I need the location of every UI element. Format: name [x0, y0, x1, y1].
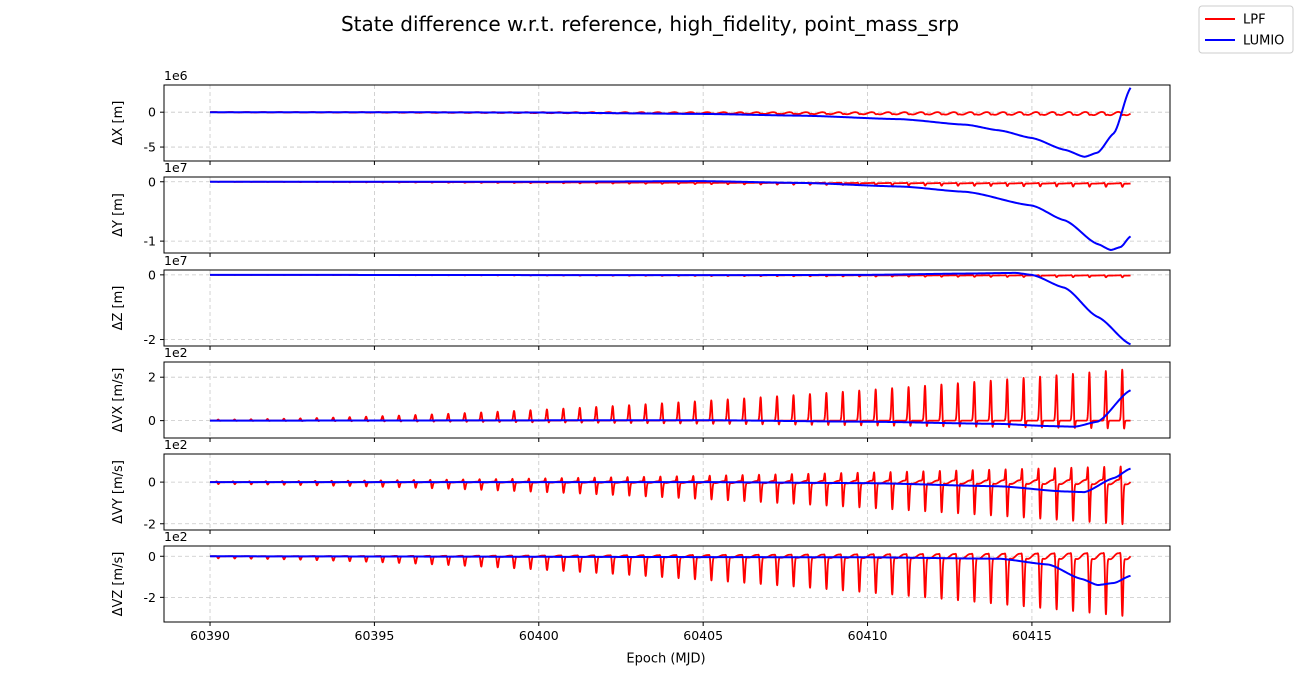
series-line-lumio-dvz	[210, 555, 1131, 586]
y-tick-label: 0	[148, 105, 156, 120]
axes-frame	[163, 269, 1171, 347]
series-line-lumio-dvx	[210, 389, 1132, 428]
y-axis-label: ΔVZ [m/s]	[111, 552, 126, 617]
y-tick-label: 0	[148, 475, 156, 490]
y-tick-label: -1	[144, 234, 156, 249]
subplot-dvx: 2 0 1e2 ΔVX [m/s]	[111, 345, 1171, 442]
series-line-lpf-dvy	[209, 465, 1132, 526]
y-tick-label: 2	[148, 370, 156, 385]
subplot-dz: 0 -2 1e7 ΔZ [m]	[111, 253, 1171, 350]
offset-text: 1e7	[164, 253, 188, 268]
y-tick-label: -2	[144, 590, 156, 605]
y-axis-label: ΔZ [m]	[111, 286, 126, 331]
subplot-dvy: 0 -2 1e2 ΔVY [m/s]	[111, 437, 1171, 534]
offset-text: 1e2	[164, 437, 188, 452]
chart-title: State difference w.r.t. reference, high_…	[341, 12, 959, 36]
series-line-lumio-dz	[210, 271, 1131, 346]
x-tick-label: 60410	[848, 628, 888, 643]
offset-text: 1e7	[164, 160, 188, 175]
x-tick-label: 60400	[519, 628, 559, 643]
y-tick-label: 0	[148, 413, 156, 428]
legend-box	[1198, 5, 1294, 54]
y-tick-label: 0	[148, 174, 156, 189]
y-tick-label: 0	[148, 549, 156, 564]
x-axis-label: Epoch (MJD)	[626, 652, 705, 667]
y-axis-label: ΔY [m]	[111, 193, 126, 237]
subplot-dy: 0 -1 1e7 ΔY [m]	[111, 160, 1171, 257]
y-tick-label: -2	[144, 516, 156, 531]
subplot-dvz: 0 -2 60390 60395 60400 60405 60410 60415 1e2 ΔVZ …	[111, 529, 1171, 643]
x-tick-label: 60405	[683, 628, 723, 643]
y-tick-label: 0	[148, 267, 156, 282]
axes-frame	[163, 545, 1171, 623]
x-tick-label: 60390	[190, 628, 230, 643]
legend-label-lumio: LUMIO	[1243, 34, 1284, 49]
y-tick-label: -2	[144, 332, 156, 347]
axes-frame	[163, 84, 1171, 162]
subplot-stack: 0 -5 1e6 ΔX [m] 0 -1 1e7 ΔY [m] 0 -2 1e7 ΔZ [m] 2 0 1e…	[111, 68, 1171, 643]
series-line-lumio-dx	[210, 87, 1132, 158]
series-line-lpf-dvz	[209, 551, 1132, 617]
x-tick-label: 60395	[355, 628, 395, 643]
y-axis-label: ΔX [m]	[111, 101, 126, 146]
y-axis-label: ΔVY [m/s]	[111, 460, 126, 524]
offset-text: 1e6	[164, 68, 188, 83]
series-line-lumio-dvy	[210, 467, 1131, 494]
offset-text: 1e2	[164, 345, 188, 360]
axes-frame	[163, 453, 1171, 531]
offset-text: 1e2	[164, 529, 188, 544]
x-tick-label: 60415	[1012, 628, 1052, 643]
legend: LPF LUMIO	[1198, 5, 1294, 54]
y-axis-label: ΔVX [m/s]	[111, 368, 126, 433]
axes-frame	[163, 361, 1171, 439]
y-tick-label: -5	[144, 140, 156, 155]
series-line-lumio-dy	[210, 180, 1132, 251]
axes-frame	[163, 176, 1171, 254]
legend-label-lpf: LPF	[1243, 13, 1266, 28]
subplot-dx: 0 -5 1e6 ΔX [m]	[111, 68, 1171, 165]
